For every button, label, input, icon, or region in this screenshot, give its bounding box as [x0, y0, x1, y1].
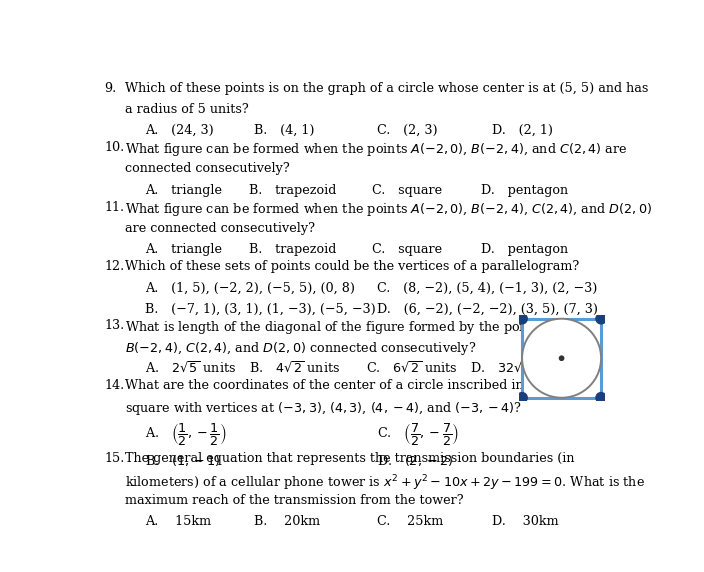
Text: 10.: 10. [104, 141, 125, 154]
Text: D.  (6, −2), (−2, −2), (3, 5), (7, 3): D. (6, −2), (−2, −2), (3, 5), (7, 3) [377, 303, 598, 316]
Text: A.  triangle: A. triangle [145, 243, 222, 256]
Text: What are the coordinates of the center of a circle inscribed in a: What are the coordinates of the center o… [125, 379, 535, 392]
Text: D.   30km: D. 30km [491, 515, 558, 529]
Text: 14.: 14. [104, 379, 125, 392]
Text: Which of these sets of points could be the vertices of a parallelogram?: Which of these sets of points could be t… [125, 260, 579, 273]
Text: kilometers) of a cellular phone tower is $x^2 + y^2 - 10x + 2y - 199 = 0$. What : kilometers) of a cellular phone tower is… [125, 473, 645, 492]
Text: B.  $(1, -1)$: B. $(1, -1)$ [145, 453, 220, 468]
Text: B.  trapezoid: B. trapezoid [249, 243, 337, 256]
Text: B.   20km: B. 20km [254, 515, 320, 529]
Text: 9.: 9. [104, 82, 117, 95]
Text: C.  $6\sqrt{2}$ units: C. $6\sqrt{2}$ units [366, 361, 458, 376]
Text: A.  $2\sqrt{5}$ units: A. $2\sqrt{5}$ units [145, 361, 237, 376]
Text: are connected consecutively?: are connected consecutively? [125, 222, 315, 235]
Text: connected consecutively?: connected consecutively? [125, 162, 290, 176]
Text: maximum reach of the transmission from the tower?: maximum reach of the transmission from t… [125, 494, 464, 507]
Text: What figure can be formed when the points $A(-2,0)$, $B(-2,4)$, $C(2,4)$, and $D: What figure can be formed when the point… [125, 201, 653, 218]
Text: C.  $\left(\dfrac{7}{2}, -\dfrac{7}{2}\right)$: C. $\left(\dfrac{7}{2}, -\dfrac{7}{2}\ri… [377, 422, 459, 447]
Text: D.  (2, 1): D. (2, 1) [491, 124, 553, 137]
Text: D.  $(2, -2)$: D. $(2, -2)$ [377, 453, 453, 468]
Text: C.  (8, −2), (5, 4), (−1, 3), (2, −3): C. (8, −2), (5, 4), (−1, 3), (2, −3) [377, 281, 598, 295]
Text: A.  (1, 5), (−2, 2), (−5, 5), (0, 8): A. (1, 5), (−2, 2), (−5, 5), (0, 8) [145, 281, 356, 295]
Text: D.  $32\sqrt{2}$ units: D. $32\sqrt{2}$ units [470, 361, 570, 376]
Text: 12.: 12. [104, 260, 125, 273]
Text: What figure can be formed when the points $A(-2,0)$, $B(-2,4)$, and $C(2,4)$ are: What figure can be formed when the point… [125, 141, 627, 158]
Text: B.  $4\sqrt{2}$ units: B. $4\sqrt{2}$ units [249, 361, 340, 376]
Text: A.   15km: A. 15km [145, 515, 211, 529]
Text: a radius of 5 units?: a radius of 5 units? [125, 103, 249, 116]
Text: 11.: 11. [104, 201, 125, 214]
Text: A.  $\left(\dfrac{1}{2}, -\dfrac{1}{2}\right)$: A. $\left(\dfrac{1}{2}, -\dfrac{1}{2}\ri… [145, 422, 227, 447]
Text: 13.: 13. [104, 319, 125, 332]
Text: The general equation that represents the transmission boundaries (in: The general equation that represents the… [125, 452, 574, 465]
Text: B.  (−7, 1), (3, 1), (1, −3), (−5, −3): B. (−7, 1), (3, 1), (1, −3), (−5, −3) [145, 303, 376, 316]
Text: D.  pentagon: D. pentagon [481, 184, 568, 197]
Text: C.   25km: C. 25km [377, 515, 444, 529]
Text: B.  (4, 1): B. (4, 1) [254, 124, 315, 137]
Text: A.  (24, 3): A. (24, 3) [145, 124, 214, 137]
Text: C.  square: C. square [372, 243, 442, 256]
Text: D.  pentagon: D. pentagon [481, 243, 568, 256]
Text: 15.: 15. [104, 452, 125, 465]
Text: A.  triangle: A. triangle [145, 184, 222, 197]
Text: What is length of the diagonal of the figure formed by the points $A(-2,0)$,: What is length of the diagonal of the fi… [125, 319, 604, 336]
Text: Which of these points is on the graph of a circle whose center is at (5, 5) and : Which of these points is on the graph of… [125, 82, 648, 95]
Text: C.  square: C. square [372, 184, 442, 197]
Text: square with vertices at $(-3,3)$, $(4,3)$, $(4,-4)$, and $(-3,-4)$?: square with vertices at $(-3,3)$, $(4,3)… [125, 400, 522, 418]
Text: C.  (2, 3): C. (2, 3) [377, 124, 438, 137]
Text: $B(-2,4)$, $C(2,4)$, and $D(2,0)$ connected consecutively?: $B(-2,4)$, $C(2,4)$, and $D(2,0)$ connec… [125, 340, 477, 357]
Text: B.  trapezoid: B. trapezoid [249, 184, 337, 197]
